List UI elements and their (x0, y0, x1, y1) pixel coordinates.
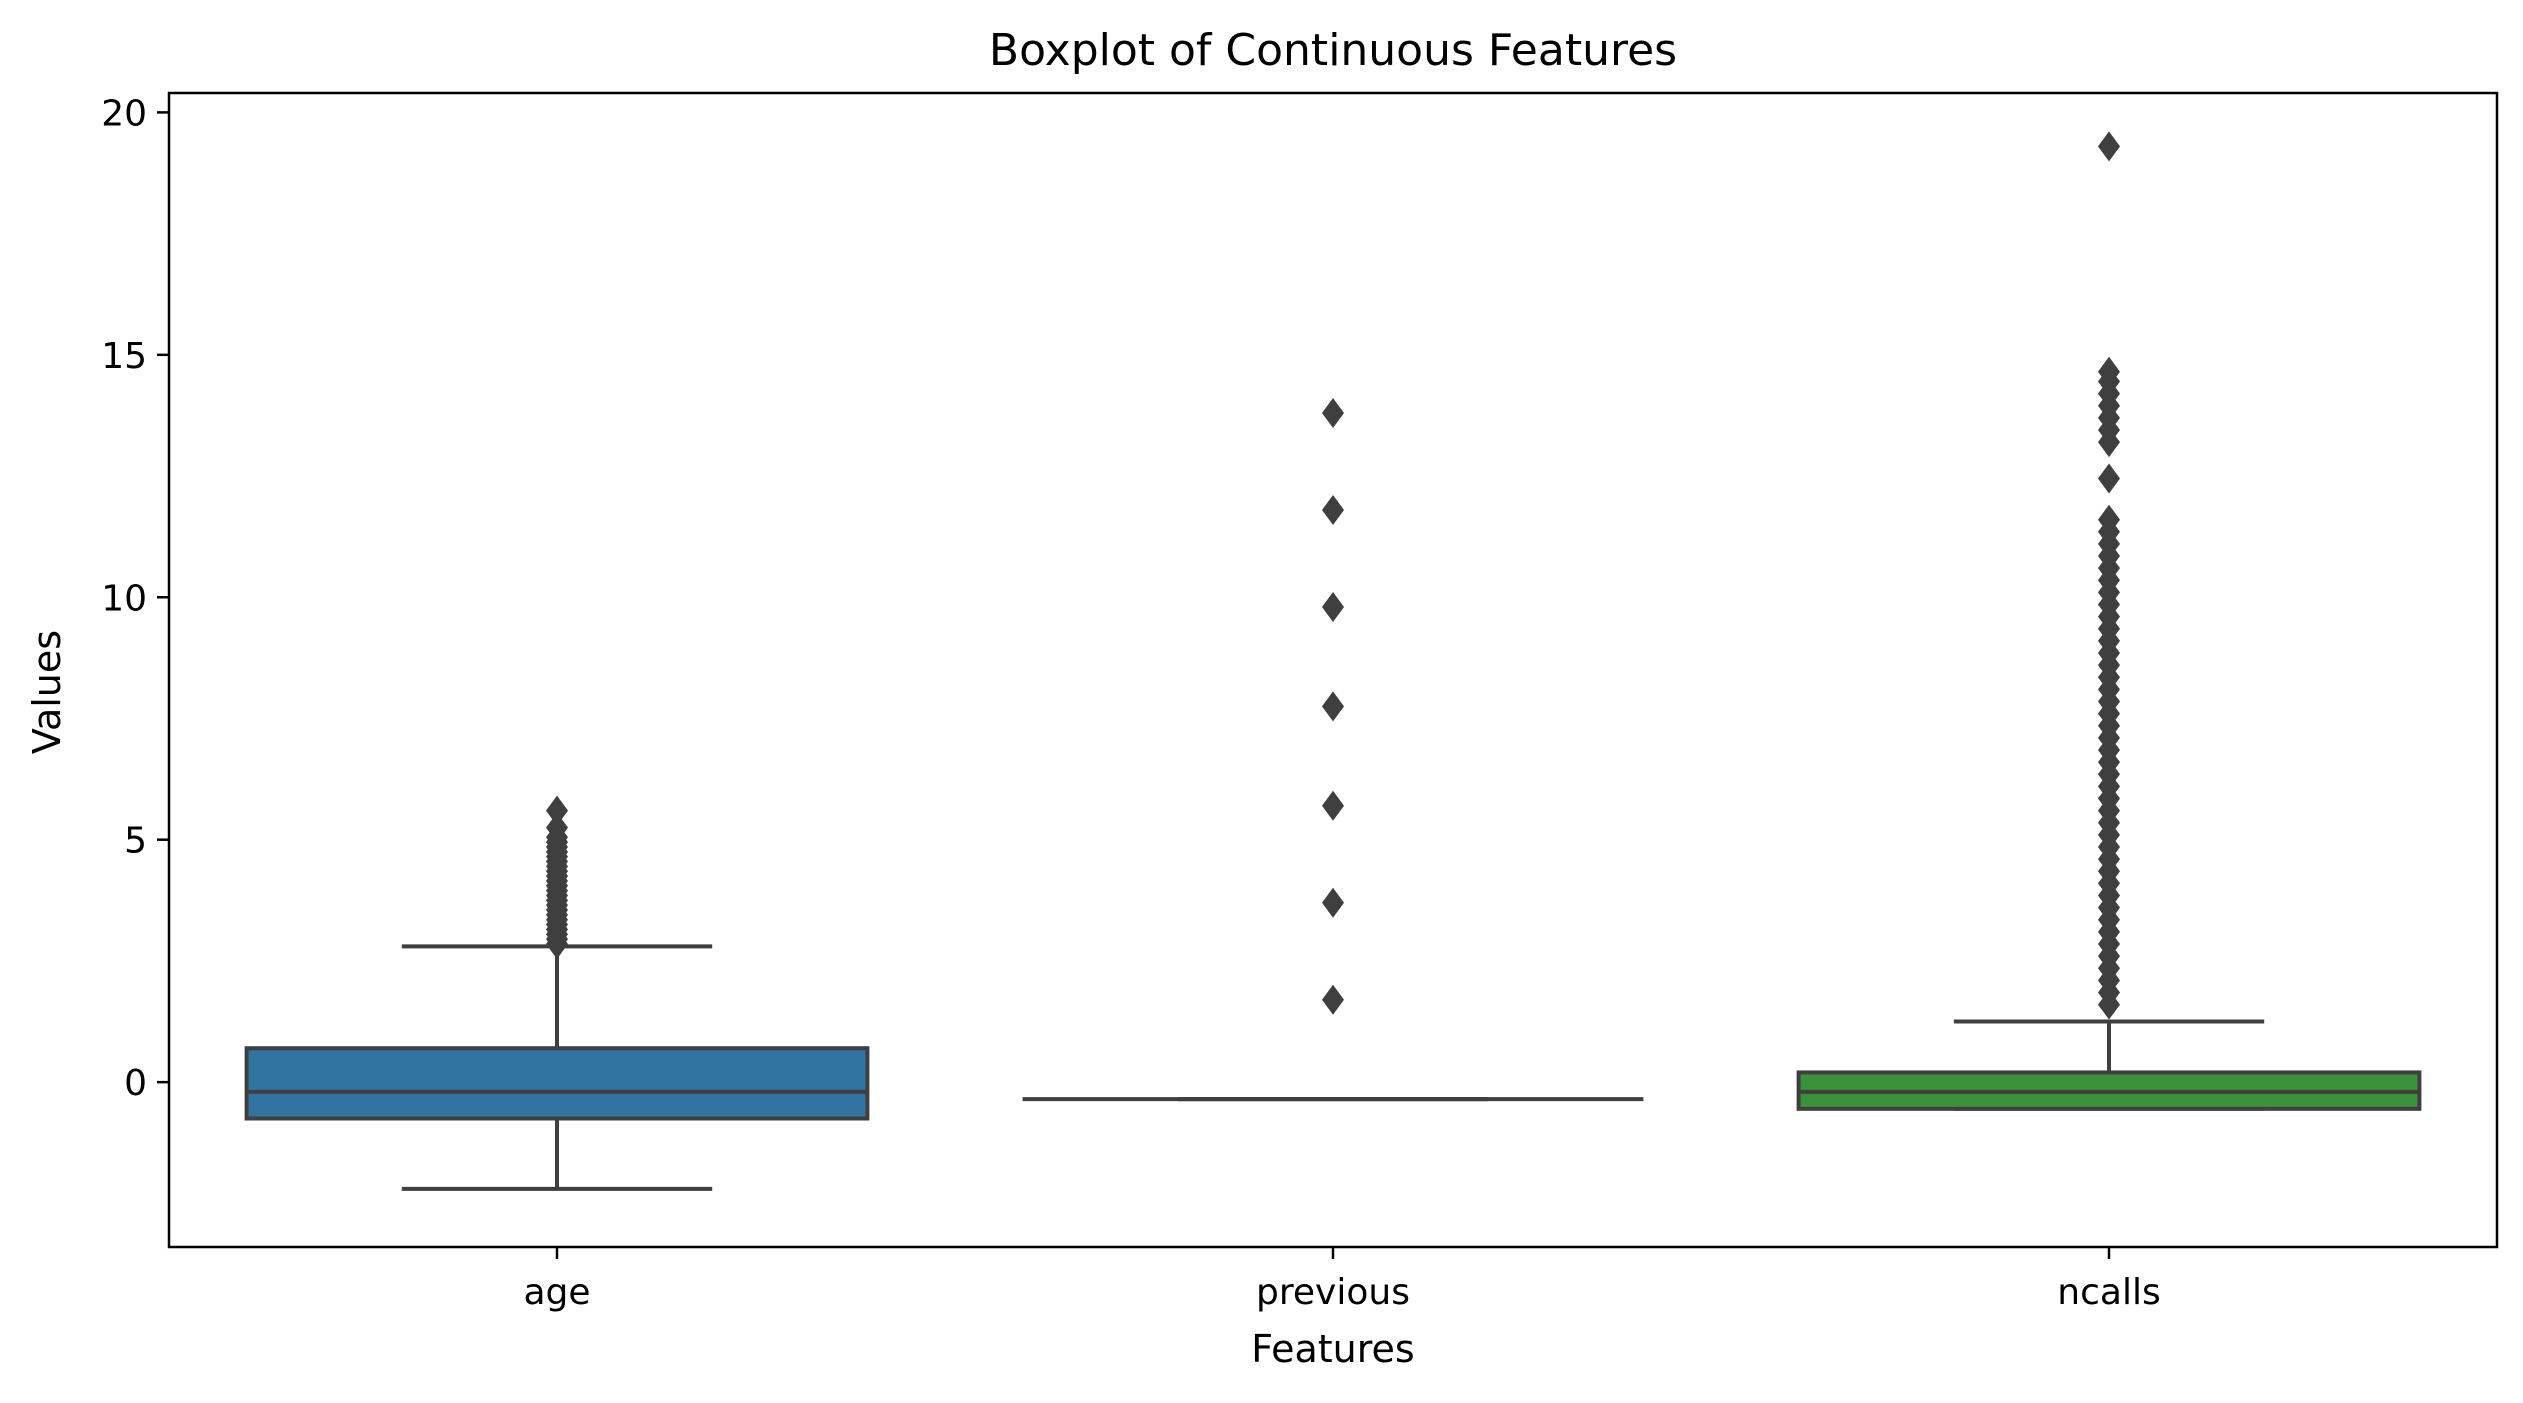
outlier-ncalls (2098, 131, 2120, 162)
plot-frame (167, 91, 2499, 1249)
y-tick-label: 15 (101, 336, 147, 377)
chart-title: Boxplot of Continuous Features (989, 25, 1677, 76)
plot-area: 0 5 10 15 20 age previous ncalls (101, 93, 2422, 1313)
x-tick-label-ncalls: ncalls (2057, 1272, 2160, 1313)
y-tick-label: 0 (124, 1063, 147, 1104)
y-axis-label: Values (25, 630, 69, 754)
y-tick-label: 10 (101, 578, 147, 619)
outlier-ncalls (2098, 356, 2120, 387)
box-age (244, 1046, 870, 1121)
outlier-previous (1322, 494, 1344, 525)
outlier-previous (1322, 591, 1344, 622)
outlier-age (546, 812, 568, 843)
outlier-previous (1322, 887, 1344, 918)
outlier-previous (1322, 984, 1344, 1015)
outlier-ncalls (2098, 463, 2120, 494)
y-tick-label: 5 (124, 821, 147, 862)
outlier-previous (1322, 691, 1344, 722)
x-axis-label: Features (1251, 1327, 1414, 1371)
outlier-previous (1322, 398, 1344, 429)
y-tick-label: 20 (101, 93, 147, 134)
outlier-previous (1322, 790, 1344, 821)
x-tick-label-age: age (523, 1272, 590, 1313)
outlier-age (546, 795, 568, 826)
x-tick-label-previous: previous (1256, 1272, 1410, 1313)
outlier-ncalls (2098, 504, 2120, 535)
